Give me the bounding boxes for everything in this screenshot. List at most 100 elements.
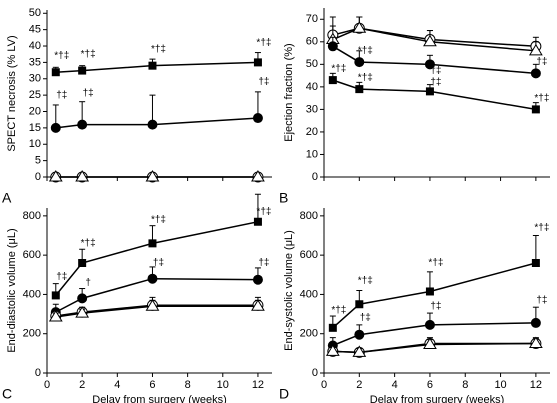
annotation: *†‡ bbox=[534, 222, 549, 233]
y-axis-label: SPECT necrosis (% LV) bbox=[6, 35, 18, 151]
x-tick-label: 2 bbox=[356, 379, 362, 391]
marker bbox=[355, 85, 364, 94]
marker bbox=[354, 57, 365, 68]
y-tick-label: 0 bbox=[312, 171, 318, 183]
marker bbox=[145, 170, 160, 182]
marker bbox=[328, 76, 337, 85]
y-tick-label: 200 bbox=[300, 328, 318, 340]
annotation: †‡ bbox=[56, 90, 67, 101]
marker bbox=[147, 119, 158, 130]
y-tick-label: 800 bbox=[300, 210, 318, 222]
y-axis-label: End-diastolic volume (μL) bbox=[6, 228, 18, 352]
annotation: *†‡ bbox=[151, 214, 166, 225]
annotation: *†‡ bbox=[358, 275, 373, 286]
panel-label: B bbox=[279, 190, 288, 206]
marker bbox=[148, 239, 157, 248]
annotation: †‡ bbox=[536, 57, 547, 68]
marker bbox=[355, 300, 364, 309]
x-tick-label: 6 bbox=[427, 379, 433, 391]
marker bbox=[528, 43, 543, 56]
y-tick-label: 60 bbox=[306, 36, 318, 48]
panel: 0 200 400 600 800 0 2 4 6 8 10 12 End-systolic volum… bbox=[279, 208, 550, 403]
series-line bbox=[332, 262, 537, 329]
annotation: †‡ bbox=[258, 258, 269, 269]
y-tick-label: 20 bbox=[306, 126, 318, 138]
marker bbox=[252, 274, 263, 285]
y-axis-label: End-systolic volume (μL) bbox=[283, 230, 295, 351]
x-axis-label: Delay from surgery (weeks) bbox=[370, 394, 504, 403]
annotation: *†‡ bbox=[358, 45, 373, 56]
marker bbox=[75, 306, 90, 318]
x-tick-label: 4 bbox=[392, 379, 398, 391]
series-line bbox=[55, 221, 259, 296]
y-tick-label: 30 bbox=[29, 73, 41, 85]
y-tick-label: 600 bbox=[23, 249, 41, 261]
series-line bbox=[332, 45, 536, 75]
annotation: †‡ bbox=[430, 66, 441, 77]
annotation: †‡ bbox=[430, 77, 441, 88]
annotation: *†‡ bbox=[54, 50, 69, 61]
annotation: *†‡ bbox=[256, 207, 271, 218]
y-tick-label: 10 bbox=[29, 138, 41, 150]
x-tick-label: 8 bbox=[462, 379, 468, 391]
y-tick-label: 5 bbox=[35, 155, 41, 167]
x-axis-label: Delay from surgery (weeks) bbox=[92, 394, 226, 403]
y-tick-label: 0 bbox=[35, 367, 41, 379]
marker bbox=[251, 299, 265, 311]
marker bbox=[50, 122, 61, 133]
annotation: †‡ bbox=[258, 77, 269, 88]
marker bbox=[252, 113, 263, 124]
series-line bbox=[55, 117, 258, 129]
annotation: † bbox=[85, 277, 91, 288]
y-tick-label: 50 bbox=[306, 58, 318, 70]
marker bbox=[251, 170, 265, 182]
annotation: *†‡ bbox=[81, 238, 96, 249]
y-tick-label: 400 bbox=[23, 288, 41, 300]
y-tick-label: 800 bbox=[23, 210, 41, 222]
panel-label: C bbox=[2, 386, 12, 402]
marker bbox=[424, 319, 435, 330]
y-tick-label: 0 bbox=[312, 367, 318, 379]
marker bbox=[423, 337, 437, 350]
marker bbox=[51, 68, 60, 77]
marker bbox=[528, 336, 543, 349]
x-tick-label: 0 bbox=[321, 379, 327, 391]
y-tick-label: 45 bbox=[29, 24, 41, 36]
annotation: †‡ bbox=[360, 313, 371, 324]
y-tick-label: 70 bbox=[306, 13, 318, 25]
marker bbox=[253, 217, 262, 226]
annotation: †‡ bbox=[430, 301, 441, 312]
marker bbox=[352, 21, 367, 33]
x-tick-label: 8 bbox=[185, 379, 191, 391]
marker bbox=[78, 66, 87, 75]
marker bbox=[424, 59, 435, 70]
y-tick-label: 20 bbox=[29, 105, 41, 117]
marker bbox=[425, 287, 434, 296]
marker bbox=[77, 293, 88, 304]
marker bbox=[328, 323, 337, 332]
marker bbox=[354, 329, 365, 340]
panel-label: A bbox=[2, 190, 12, 206]
marker bbox=[531, 259, 540, 267]
marker bbox=[147, 273, 158, 284]
y-axis-label: Ejection fraction (%) bbox=[283, 43, 295, 141]
annotation: *†‡ bbox=[534, 93, 549, 104]
marker bbox=[48, 310, 63, 322]
y-tick-label: 30 bbox=[306, 103, 318, 115]
series-line bbox=[332, 27, 536, 52]
series-line bbox=[332, 79, 537, 111]
annotation: *†‡ bbox=[331, 63, 346, 74]
y-tick-label: 25 bbox=[29, 89, 41, 101]
series-line bbox=[332, 342, 536, 354]
series-line bbox=[332, 322, 536, 347]
annotation: †‡ bbox=[153, 258, 164, 269]
y-tick-label: 35 bbox=[29, 56, 41, 68]
y-tick-label: 400 bbox=[300, 288, 318, 300]
marker bbox=[148, 61, 157, 70]
x-tick-label: 4 bbox=[114, 379, 120, 391]
x-tick-label: 10 bbox=[217, 379, 229, 391]
marker bbox=[145, 299, 160, 311]
marker bbox=[78, 259, 87, 267]
marker bbox=[530, 317, 541, 328]
x-tick-label: 10 bbox=[494, 379, 506, 391]
